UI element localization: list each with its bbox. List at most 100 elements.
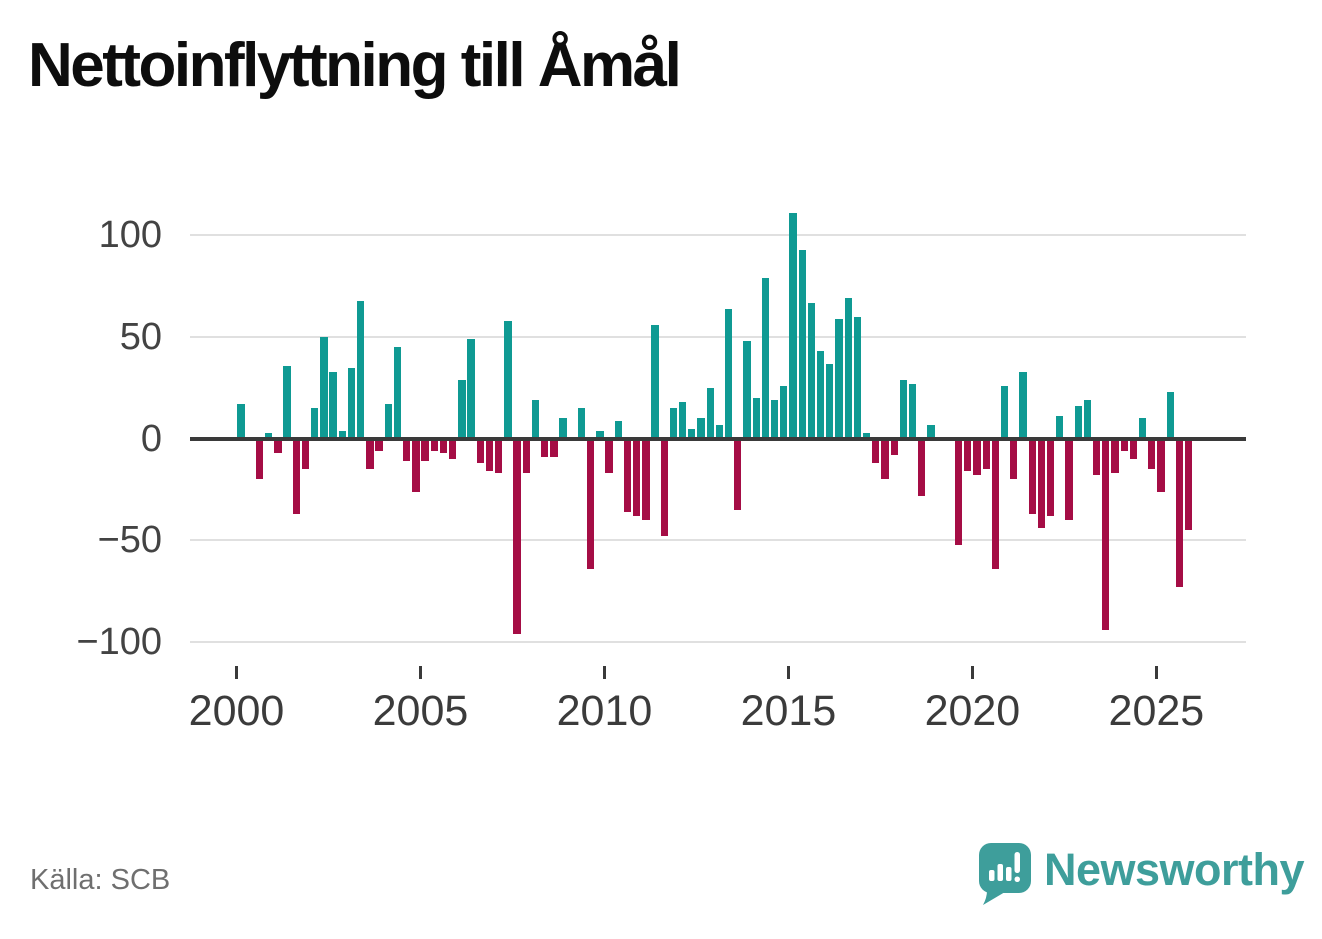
source-label: Källa: SCB bbox=[30, 864, 171, 896]
bar-2025Q2 bbox=[1166, 392, 1174, 439]
bar-2009Q3 bbox=[587, 438, 595, 569]
bar-2008Q1 bbox=[531, 400, 540, 439]
bar-2013Q2 bbox=[725, 308, 733, 439]
bar-2016Q3 bbox=[844, 298, 852, 439]
bar-2023Q1 bbox=[1083, 400, 1092, 439]
bar-2017Q2 bbox=[872, 438, 880, 464]
bar-2016Q4 bbox=[853, 316, 862, 439]
bar-2007Q3 bbox=[513, 438, 521, 635]
bar-2021Q1 bbox=[1010, 438, 1018, 480]
bar-2000Q1 bbox=[237, 404, 245, 439]
bar-2021Q2 bbox=[1019, 371, 1027, 439]
bar-2010Q1 bbox=[605, 438, 613, 474]
bar-2003Q3 bbox=[366, 438, 374, 470]
bar-2013Q3 bbox=[734, 438, 742, 510]
bar-2007Q1 bbox=[495, 438, 503, 474]
bar-2021Q4 bbox=[1037, 438, 1046, 529]
bar-2002Q4 bbox=[338, 430, 346, 439]
bar-2017Q1 bbox=[862, 432, 871, 439]
bar-2023Q3 bbox=[1102, 438, 1110, 630]
bar-2000Q3 bbox=[255, 438, 264, 480]
bar-2011Q3 bbox=[660, 438, 668, 537]
bar-2017Q3 bbox=[881, 438, 889, 480]
bar-2007Q4 bbox=[522, 438, 530, 474]
bar-2016Q1 bbox=[826, 363, 834, 439]
bar-2015Q4 bbox=[816, 351, 825, 439]
bar-2020Q3 bbox=[991, 438, 1000, 569]
gridline-50 bbox=[190, 336, 1246, 339]
bar-2023Q2 bbox=[1092, 438, 1101, 476]
bar-2024Q1 bbox=[1120, 438, 1128, 451]
bar-2012Q4 bbox=[706, 387, 714, 439]
bar-2002Q2 bbox=[320, 337, 328, 439]
bar-2002Q3 bbox=[329, 371, 337, 439]
bar-2005Q4 bbox=[449, 438, 457, 460]
bar-2003Q2 bbox=[357, 300, 365, 439]
bar-2020Q2 bbox=[982, 438, 990, 470]
bar-2010Q3 bbox=[623, 438, 632, 512]
bar-2018Q3 bbox=[918, 438, 926, 496]
bar-2014Q2 bbox=[761, 278, 770, 439]
x-tick-2010 bbox=[602, 666, 607, 679]
bar-2000Q4 bbox=[265, 432, 273, 439]
y-axis-label-100: 100 bbox=[98, 214, 162, 257]
bar-2014Q4 bbox=[780, 385, 788, 439]
bar-2004Q2 bbox=[393, 347, 402, 439]
bar-2008Q2 bbox=[541, 438, 549, 458]
bar-2024Q4 bbox=[1148, 438, 1156, 470]
bar-2015Q2 bbox=[798, 249, 806, 439]
bar-2021Q3 bbox=[1028, 438, 1036, 515]
bar-2016Q2 bbox=[835, 318, 843, 439]
bar-2022Q2 bbox=[1056, 416, 1064, 439]
bar-2005Q2 bbox=[430, 438, 438, 451]
y-axis-label--50: −50 bbox=[97, 519, 162, 562]
bar-2001Q2 bbox=[283, 365, 291, 439]
bar-2023Q4 bbox=[1111, 438, 1119, 474]
y-axis-label-0: 0 bbox=[140, 417, 162, 460]
bar-2012Q3 bbox=[697, 418, 705, 439]
y-axis-label-50: 50 bbox=[119, 316, 162, 359]
gridline--100 bbox=[190, 641, 1246, 644]
bar-2024Q3 bbox=[1138, 418, 1147, 439]
bar-2001Q3 bbox=[292, 438, 300, 515]
x-axis-label-2005: 2005 bbox=[372, 687, 469, 735]
bar-2005Q1 bbox=[421, 438, 429, 462]
bar-2019Q3 bbox=[954, 438, 963, 545]
gridline--50 bbox=[190, 539, 1246, 542]
bar-2011Q2 bbox=[651, 324, 659, 439]
newsworthy-bubble-chart-icon bbox=[978, 842, 1034, 911]
bar-2009Q2 bbox=[577, 408, 586, 439]
bar-2001Q1 bbox=[274, 438, 282, 454]
bar-2018Q4 bbox=[927, 424, 935, 439]
x-axis-label-2015: 2015 bbox=[740, 687, 837, 735]
bar-2007Q2 bbox=[504, 320, 512, 439]
x-axis-label-2020: 2020 bbox=[924, 687, 1021, 735]
bar-2001Q4 bbox=[301, 438, 310, 470]
bar-2024Q2 bbox=[1129, 438, 1138, 460]
bar-2004Q1 bbox=[384, 404, 392, 439]
bar-2011Q4 bbox=[669, 408, 678, 439]
y-axis-label--100: −100 bbox=[76, 621, 162, 664]
x-axis-label-2000: 2000 bbox=[188, 687, 285, 735]
bar-2012Q1 bbox=[679, 402, 687, 439]
bar-2010Q2 bbox=[614, 420, 622, 439]
bar-2020Q4 bbox=[1000, 385, 1009, 439]
bar-2006Q3 bbox=[476, 438, 484, 464]
bar-2015Q1 bbox=[789, 213, 797, 439]
bar-2010Q4 bbox=[633, 438, 641, 517]
bar-2018Q1 bbox=[899, 379, 908, 439]
bar-2003Q1 bbox=[347, 367, 356, 439]
bar-2025Q1 bbox=[1157, 438, 1165, 492]
bar-2004Q4 bbox=[412, 438, 420, 492]
bar-2015Q3 bbox=[807, 302, 816, 439]
bar-2008Q4 bbox=[559, 418, 567, 439]
x-tick-2015 bbox=[786, 666, 791, 679]
bar-2003Q4 bbox=[375, 438, 383, 451]
x-tick-2025 bbox=[1154, 666, 1159, 679]
bar-2025Q3 bbox=[1175, 438, 1184, 588]
bar-2008Q3 bbox=[550, 438, 558, 458]
bar-2014Q1 bbox=[752, 398, 760, 439]
bar-2006Q1 bbox=[458, 379, 466, 439]
bar-2013Q1 bbox=[715, 424, 724, 439]
